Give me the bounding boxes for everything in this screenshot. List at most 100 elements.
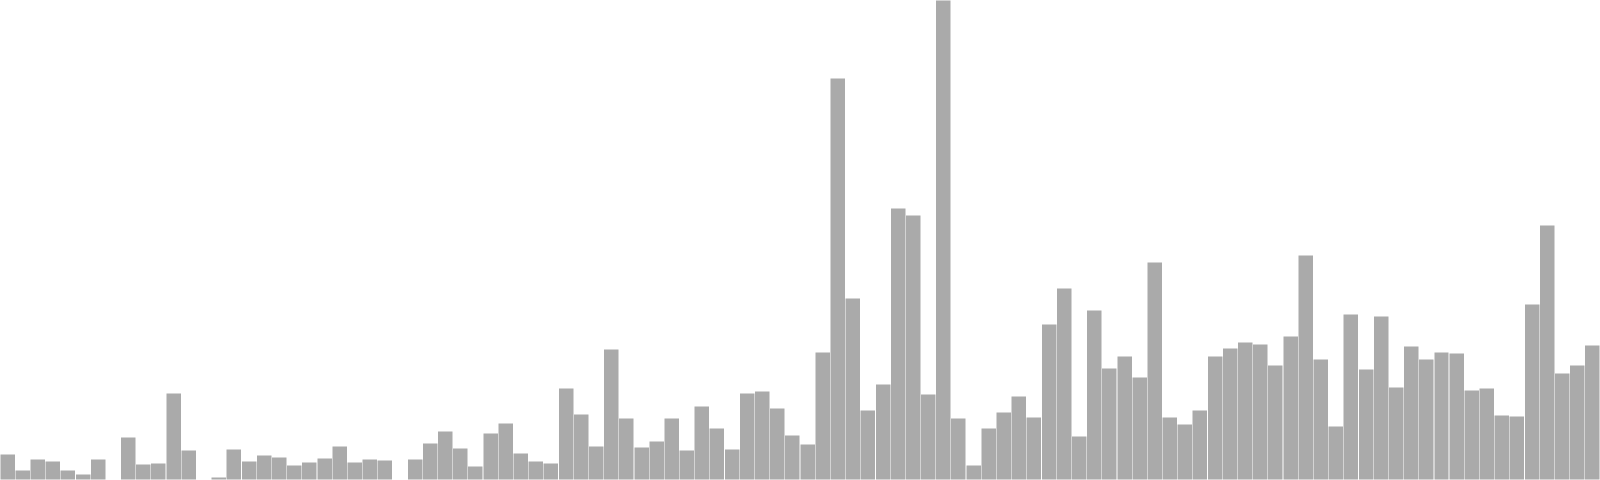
bar xyxy=(754,390,771,480)
bar xyxy=(1388,386,1405,480)
bar xyxy=(875,383,891,480)
bar xyxy=(1237,341,1254,480)
bar xyxy=(1101,367,1118,480)
bar xyxy=(558,387,574,480)
bar xyxy=(1041,323,1057,480)
bar xyxy=(950,417,967,480)
bar xyxy=(814,351,831,480)
bar xyxy=(1222,347,1239,480)
bar xyxy=(1116,355,1133,480)
bar xyxy=(920,393,937,480)
bar xyxy=(14,469,31,480)
bar xyxy=(467,465,484,480)
bar xyxy=(44,460,61,480)
bar xyxy=(1478,387,1495,480)
bar xyxy=(346,461,363,480)
bar xyxy=(1207,355,1223,480)
bar xyxy=(603,348,620,480)
bar xyxy=(890,207,906,480)
bar xyxy=(588,445,605,480)
bar xyxy=(573,413,589,480)
bar xyxy=(633,446,650,480)
bar xyxy=(120,436,137,480)
bar xyxy=(226,448,242,480)
bar xyxy=(709,427,725,480)
bar xyxy=(271,456,288,480)
bar xyxy=(1282,335,1299,480)
bar xyxy=(512,452,529,480)
bar xyxy=(407,458,423,480)
bar xyxy=(678,449,695,480)
bar xyxy=(0,453,16,480)
bar xyxy=(1297,254,1314,480)
bar xyxy=(437,430,454,480)
bar xyxy=(799,443,816,480)
bar xyxy=(1192,409,1208,480)
bar xyxy=(135,463,152,480)
bar xyxy=(860,409,876,480)
bar xyxy=(935,0,952,480)
bar xyxy=(1267,364,1284,480)
bar xyxy=(90,458,106,480)
bar xyxy=(482,432,499,480)
bar xyxy=(1403,345,1420,480)
bar xyxy=(29,458,46,480)
bar xyxy=(316,457,333,480)
bar xyxy=(1071,435,1088,480)
bar xyxy=(543,462,559,480)
bar xyxy=(1343,313,1359,480)
bar xyxy=(165,392,182,480)
bar xyxy=(1463,389,1480,480)
bar xyxy=(60,469,76,480)
bar xyxy=(1056,287,1072,480)
bar xyxy=(1509,415,1525,480)
bar xyxy=(1584,344,1600,480)
bar xyxy=(75,473,91,480)
bar xyxy=(1433,351,1450,480)
bar xyxy=(241,460,257,480)
bar xyxy=(1358,368,1374,480)
bar xyxy=(1131,376,1148,480)
bar xyxy=(965,464,982,480)
bar xyxy=(1177,423,1193,480)
bar xyxy=(256,454,272,480)
bar xyxy=(1524,303,1540,480)
bar xyxy=(1554,372,1571,480)
bar xyxy=(377,459,393,480)
bar xyxy=(286,464,303,480)
bar xyxy=(905,214,922,480)
bar xyxy=(1569,364,1586,480)
bar xyxy=(1373,315,1389,480)
bar xyxy=(301,461,318,480)
bar xyxy=(180,449,197,480)
bar xyxy=(422,442,439,480)
bar xyxy=(1086,309,1103,480)
bar xyxy=(769,407,786,480)
bar xyxy=(618,417,635,480)
bar xyxy=(694,405,710,480)
bar xyxy=(784,434,801,480)
bar xyxy=(1161,416,1178,480)
bar xyxy=(1146,261,1163,480)
bar xyxy=(1448,352,1465,480)
bar xyxy=(527,460,544,480)
bar xyxy=(724,448,740,480)
bar xyxy=(844,297,861,480)
bar xyxy=(739,392,756,480)
bar xyxy=(663,417,680,480)
bar xyxy=(452,447,469,480)
bar xyxy=(1539,224,1556,480)
bar xyxy=(331,445,348,480)
bar xyxy=(980,427,997,480)
bar xyxy=(361,458,378,480)
bar xyxy=(497,422,514,480)
bar xyxy=(1011,395,1027,480)
bar xyxy=(1494,414,1510,480)
bar xyxy=(1252,343,1269,480)
bar xyxy=(1328,425,1344,480)
bar xyxy=(150,462,167,480)
bar xyxy=(648,440,665,480)
